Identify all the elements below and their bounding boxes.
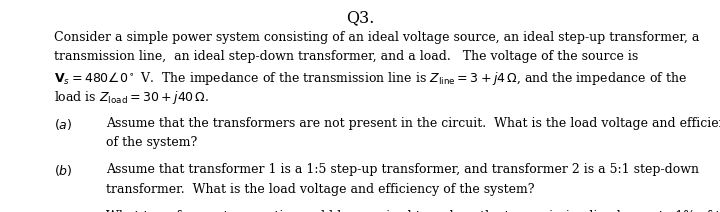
Text: Q3.: Q3. bbox=[346, 10, 374, 26]
Text: of the system?: of the system? bbox=[106, 136, 197, 149]
Text: load is $Z_{\mathrm{load}}=30+j40\,\Omega$.: load is $Z_{\mathrm{load}}=30+j40\,\Omeg… bbox=[54, 89, 210, 106]
Text: Assume that transformer 1 is a 1:5 step-up transformer, and transformer 2 is a 5: Assume that transformer 1 is a 1:5 step-… bbox=[106, 163, 699, 176]
Text: Assume that the transformers are not present in the circuit.  What is the load v: Assume that the transformers are not pre… bbox=[106, 117, 720, 130]
Text: $(b)$: $(b)$ bbox=[54, 163, 73, 178]
Text: $(a)$: $(a)$ bbox=[54, 117, 72, 132]
Text: transformer.  What is the load voltage and efficiency of the system?: transformer. What is the load voltage an… bbox=[106, 183, 534, 196]
Text: What transformer turns ratio would be required to reduce the transmission line l: What transformer turns ratio would be re… bbox=[106, 210, 720, 212]
Text: Consider a simple power system consisting of an ideal voltage source, an ideal s: Consider a simple power system consistin… bbox=[54, 31, 699, 44]
Text: $(c)$: $(c)$ bbox=[54, 210, 71, 212]
Text: $\mathbf{V}_s=480\angle 0^\circ$ V.  The impedance of the transmission line is $: $\mathbf{V}_s=480\angle 0^\circ$ V. The … bbox=[54, 70, 687, 87]
Text: transmission line,  an ideal step-down transformer, and a load.   The voltage of: transmission line, an ideal step-down tr… bbox=[54, 50, 638, 63]
